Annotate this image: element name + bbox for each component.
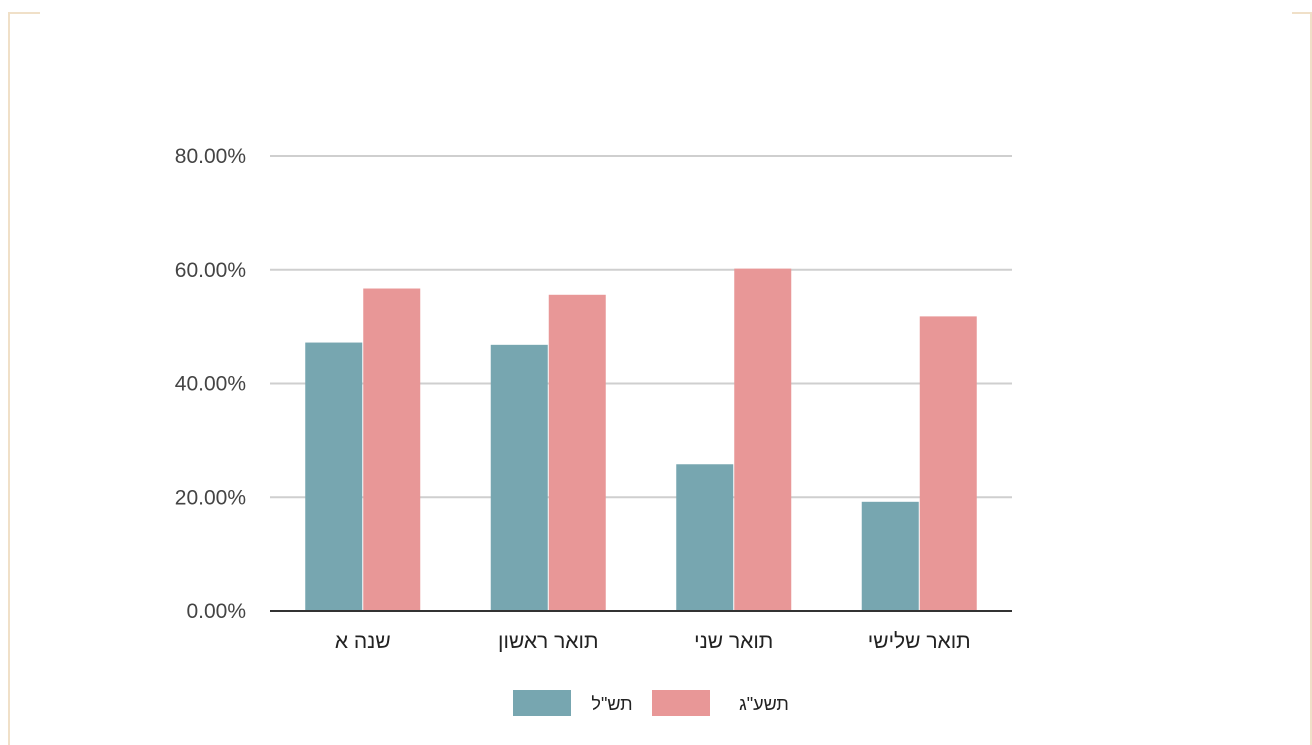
bar-series2 [734, 268, 792, 611]
bar-series2 [548, 294, 606, 611]
bar-series2 [919, 316, 977, 611]
legend-swatch-series1 [513, 690, 571, 716]
bar-series1 [861, 501, 919, 611]
y-tick-label: 80.00% [175, 145, 246, 168]
bar-series1 [305, 342, 363, 611]
bar-series1 [676, 464, 734, 611]
bar-series2 [363, 288, 421, 611]
y-tick-label: 20.00% [175, 486, 246, 509]
category-label: שנה א [335, 630, 391, 653]
legend-label: תש"ל [591, 694, 632, 714]
y-tick-label: 40.00% [175, 373, 246, 396]
legend-label: תשע"ג [739, 694, 789, 714]
frame-border-left [8, 12, 10, 745]
frame-border-top-right [1292, 12, 1312, 14]
y-tick-label: 60.00% [175, 259, 246, 282]
legend-swatch-series2 [652, 690, 710, 716]
category-label: תואר ראשון [498, 630, 598, 653]
category-label: תואר שלישי [868, 630, 971, 653]
bar-series1 [490, 344, 548, 611]
frame-border-top-left [8, 12, 40, 14]
y-tick-label: 0.00% [186, 600, 246, 623]
category-label: תואר שני [694, 630, 773, 653]
frame-border-right [1310, 12, 1312, 745]
